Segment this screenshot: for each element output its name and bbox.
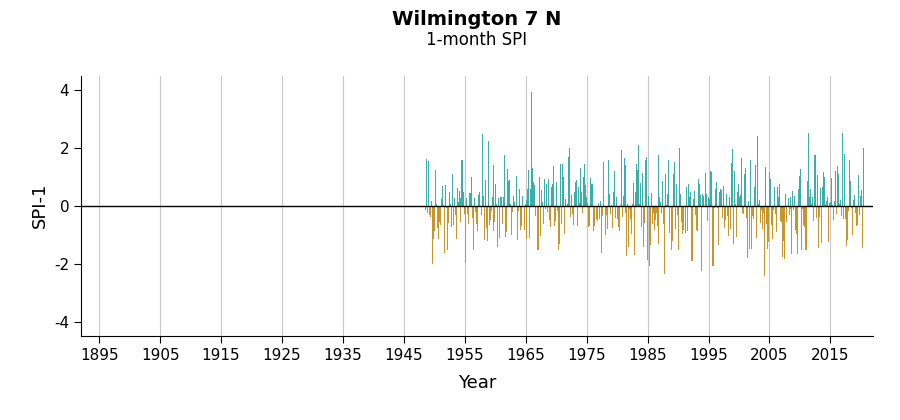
Y-axis label: SPI-1: SPI-1 [31,183,49,228]
Text: Wilmington 7 N: Wilmington 7 N [392,10,562,29]
Title: 1-month SPI: 1-month SPI [427,31,527,49]
X-axis label: Year: Year [458,374,496,392]
